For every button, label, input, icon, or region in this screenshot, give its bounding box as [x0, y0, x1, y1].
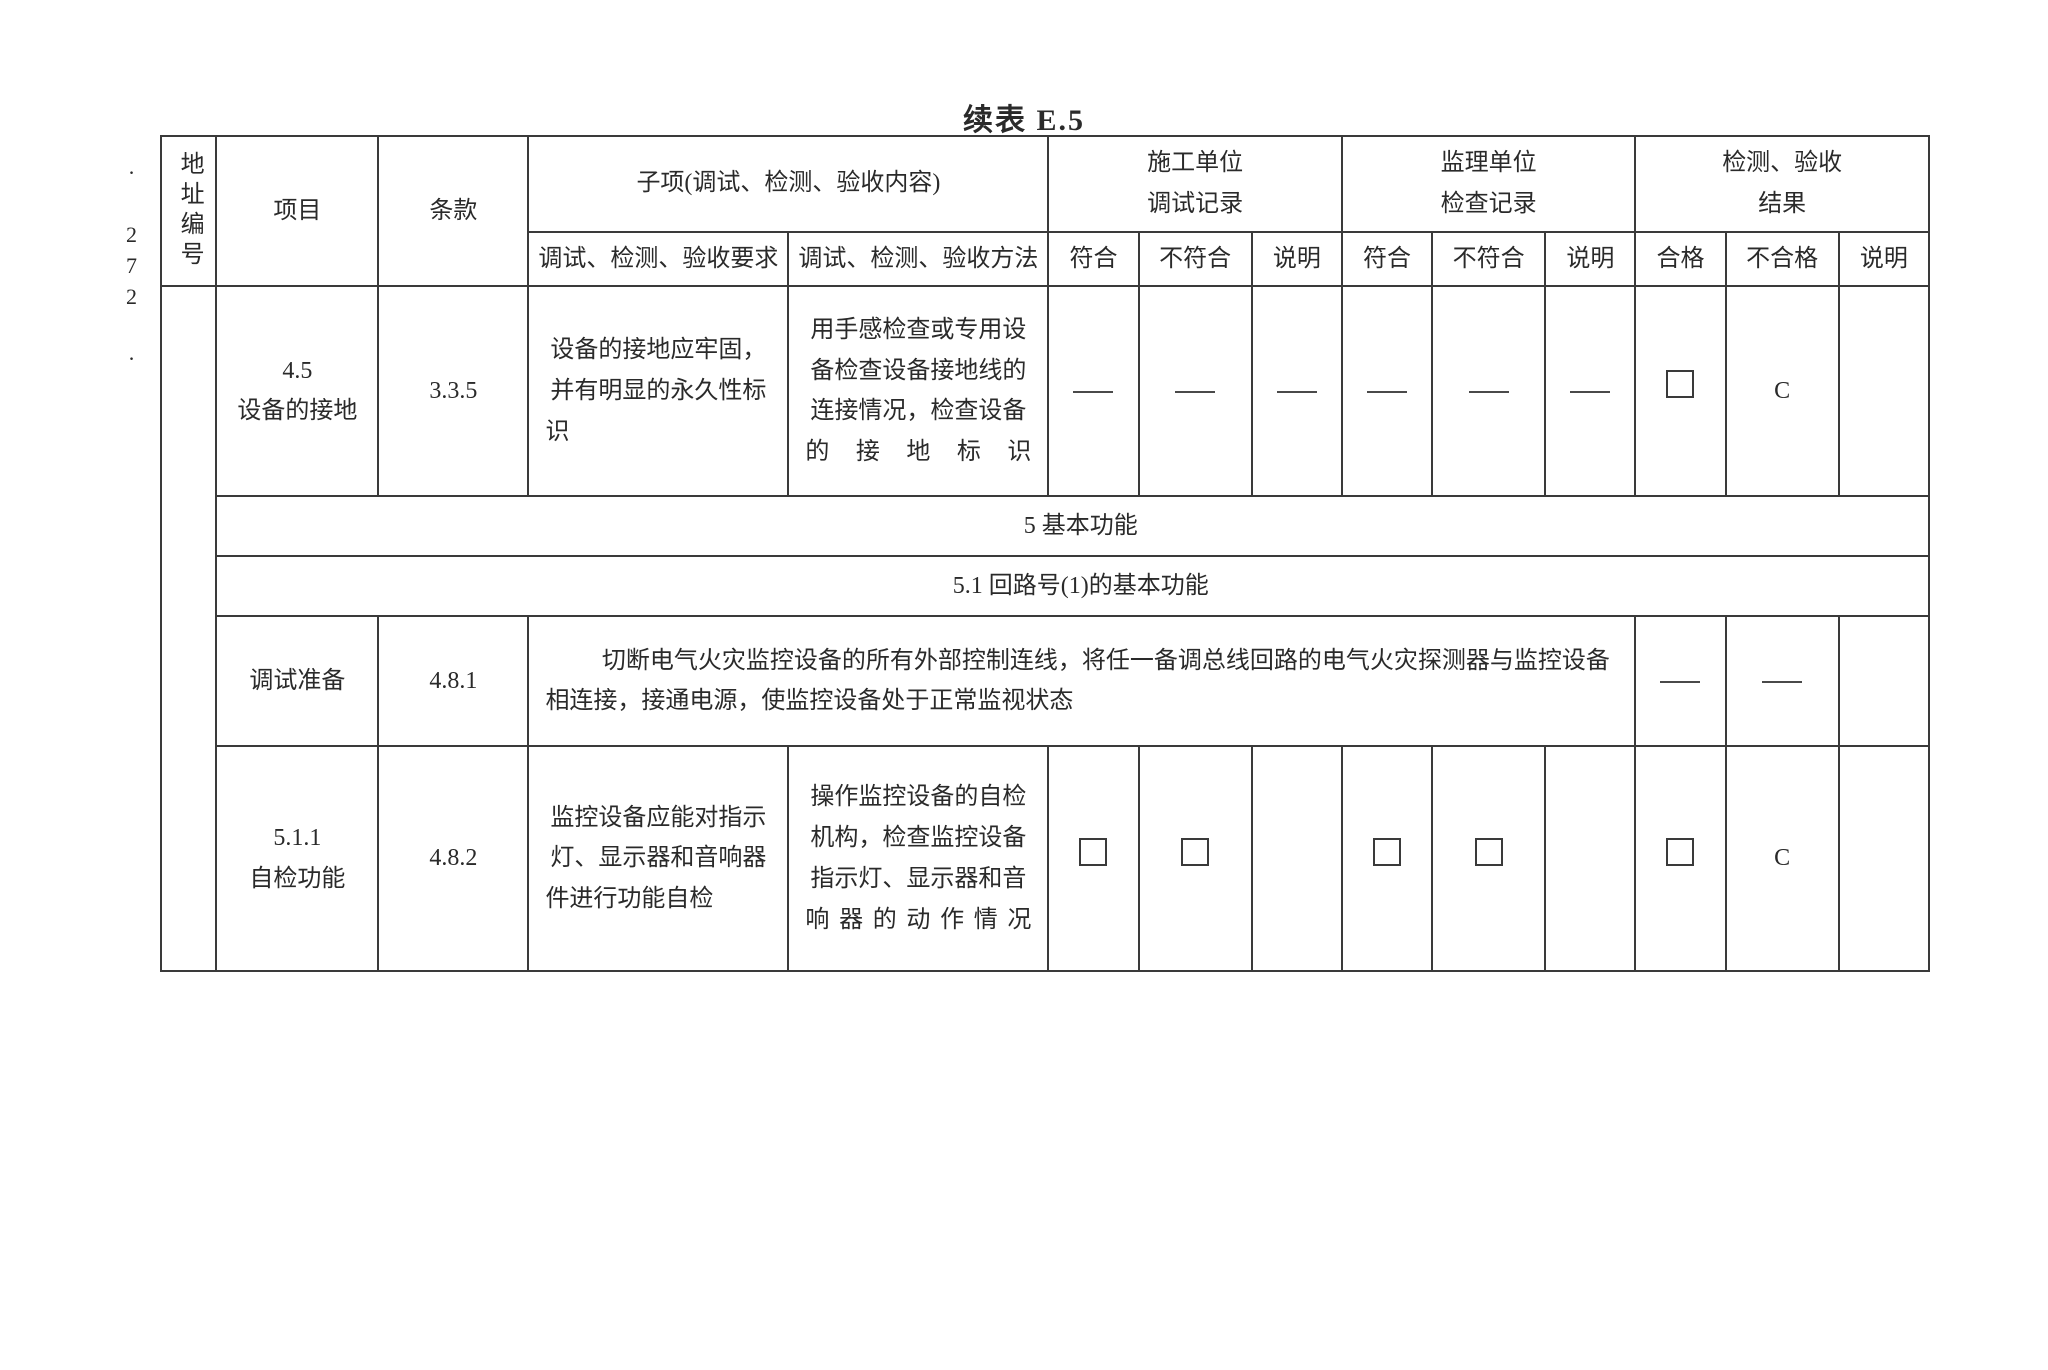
dash-icon	[1073, 391, 1113, 393]
checkbox-icon	[1079, 838, 1107, 866]
cell-result-desc	[1839, 746, 1929, 971]
cell-result-pass	[1635, 286, 1725, 496]
cell-result-fail: C	[1726, 746, 1839, 971]
cell-mark	[1252, 286, 1342, 496]
checkbox-icon	[1181, 838, 1209, 866]
group-result-line1: 检测、验收	[1722, 150, 1842, 176]
col-supervision-conform: 符合	[1342, 232, 1432, 287]
col-requirement: 调试、检测、验收要求	[528, 232, 788, 287]
cell-item-4-5: 4.5 设备的接地	[216, 286, 378, 496]
section-5-label: 5 基本功能	[216, 496, 1929, 556]
cell-item-5-1-1: 5.1.1 自检功能	[216, 746, 378, 971]
dash-icon	[1469, 391, 1509, 393]
cell-mark	[1432, 286, 1545, 496]
cell-desc-empty	[1545, 746, 1635, 971]
col-group-construction: 施工单位 调试记录	[1048, 136, 1341, 232]
cell-mark	[1342, 286, 1432, 496]
dash-icon	[1367, 391, 1407, 393]
cell-prep-text: 切断电气火灾监控设备的所有外部控制连线，将任一备调总线回路的电气火灾探测器与监控…	[528, 616, 1635, 746]
col-construction-desc: 说明	[1252, 232, 1342, 287]
col-supervision-nonconform: 不符合	[1432, 232, 1545, 287]
dash-icon	[1570, 391, 1610, 393]
col-result-pass: 合格	[1635, 232, 1725, 287]
col-subitem: 子项(调试、检测、验收内容)	[528, 136, 1048, 232]
cell-mark	[1342, 746, 1432, 971]
cell-result-desc	[1839, 286, 1929, 496]
dash-icon	[1762, 681, 1802, 683]
group-supervision-line1: 监理单位	[1441, 150, 1537, 176]
checkbox-icon	[1475, 838, 1503, 866]
section-row-5-1: 5.1 回路号(1)的基本功能	[161, 556, 1929, 616]
item-no: 5.1.1	[273, 825, 321, 851]
cell-method: 操作监控设备的自检机构，检查监控设备指示灯、显示器和音响器的动作情况	[788, 746, 1048, 971]
item-no: 4.5	[282, 358, 312, 384]
cell-requirement: 监控设备应能对指示灯、显示器和音响器件进行功能自检	[528, 746, 788, 971]
col-group-supervision: 监理单位 检查记录	[1342, 136, 1635, 232]
cell-requirement: 设备的接地应牢固，并有明显的永久性标识	[528, 286, 788, 496]
checkbox-icon	[1666, 838, 1694, 866]
inspection-table: 地址编号 项目 条款 子项(调试、检测、验收内容) 施工单位 调试记录 监理单位…	[160, 135, 1930, 972]
cell-mark	[1726, 616, 1839, 746]
cell-method: 用手感检查或专用设备检查设备接地线的连接情况，检查设备的接地标识	[788, 286, 1048, 496]
cell-mark	[1635, 616, 1725, 746]
col-construction-nonconform: 不符合	[1139, 232, 1252, 287]
group-construction-line2: 调试记录	[1147, 191, 1243, 217]
col-item: 项目	[216, 136, 378, 286]
cell-mark	[1432, 746, 1545, 971]
table-row-prep: 调试准备 4.8.1 切断电气火灾监控设备的所有外部控制连线，将任一备调总线回路…	[161, 616, 1929, 746]
table-row: 4.5 设备的接地 3.3.5 设备的接地应牢固，并有明显的永久性标识 用手感检…	[161, 286, 1929, 496]
item-name: 自检功能	[249, 866, 345, 892]
col-method: 调试、检测、验收方法	[788, 232, 1048, 287]
cell-mark	[1139, 746, 1252, 971]
cell-item-prep: 调试准备	[216, 616, 378, 746]
cell-clause: 4.8.2	[378, 746, 528, 971]
group-construction-line1: 施工单位	[1147, 150, 1243, 176]
page-number: · 272 ·	[118, 160, 144, 377]
cell-desc-empty	[1839, 616, 1929, 746]
cell-result-pass	[1635, 746, 1725, 971]
cell-mark	[1139, 286, 1252, 496]
cell-clause-prep: 4.8.1	[378, 616, 528, 746]
col-group-result: 检测、验收 结果	[1635, 136, 1929, 232]
dash-icon	[1175, 391, 1215, 393]
col-result-fail: 不合格	[1726, 232, 1839, 287]
cell-mark	[1048, 286, 1138, 496]
col-construction-conform: 符合	[1048, 232, 1138, 287]
table-title: 续表 E.5	[0, 95, 2048, 139]
table-row: 5.1.1 自检功能 4.8.2 监控设备应能对指示灯、显示器和音响器件进行功能…	[161, 746, 1929, 971]
group-supervision-line2: 检查记录	[1441, 191, 1537, 217]
section-5-1-label: 5.1 回路号(1)的基本功能	[216, 556, 1929, 616]
checkbox-icon	[1373, 838, 1401, 866]
col-address-no: 地址编号	[161, 136, 216, 286]
cell-mark	[1048, 746, 1138, 971]
cell-mark	[1545, 286, 1635, 496]
col-clause: 条款	[378, 136, 528, 286]
dash-icon	[1660, 681, 1700, 683]
cell-addr-empty	[161, 286, 216, 971]
dash-icon	[1277, 391, 1317, 393]
cell-clause: 3.3.5	[378, 286, 528, 496]
group-result-line2: 结果	[1758, 191, 1806, 217]
col-result-desc: 说明	[1839, 232, 1929, 287]
checkbox-icon	[1666, 370, 1694, 398]
cell-desc-empty	[1252, 746, 1342, 971]
section-row-5: 5 基本功能	[161, 496, 1929, 556]
item-name: 设备的接地	[237, 398, 357, 424]
table-header-row-1: 地址编号 项目 条款 子项(调试、检测、验收内容) 施工单位 调试记录 监理单位…	[161, 136, 1929, 232]
cell-result-fail: C	[1726, 286, 1839, 496]
col-supervision-desc: 说明	[1545, 232, 1635, 287]
